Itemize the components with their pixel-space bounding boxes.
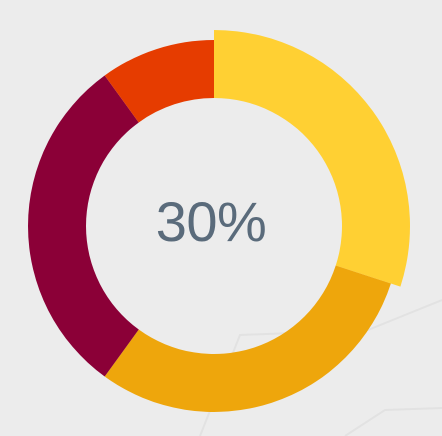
donut-slice-4 (104, 40, 214, 123)
donut-slices (28, 30, 410, 412)
background-hexagon-outline (344, 407, 442, 436)
donut-slice-1 (214, 30, 410, 287)
donut-slice-2 (104, 265, 391, 412)
donut-slice-3 (28, 75, 139, 377)
center-percentage-label: 30% (155, 190, 267, 253)
